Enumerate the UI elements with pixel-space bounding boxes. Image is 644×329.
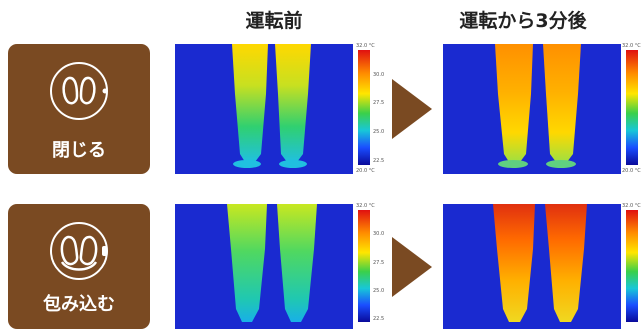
- scale-tick: 32.0 °C: [622, 203, 641, 209]
- scale-tick: 27.5: [373, 100, 385, 106]
- thermal-image-close-before: [175, 44, 353, 174]
- scale-tick: 20.0 °C: [356, 168, 375, 174]
- mode-card-wrap: 包み込む: [8, 204, 150, 329]
- mode-card-close: 閉じる: [8, 44, 150, 174]
- temperature-scale: [358, 50, 370, 165]
- scale-tick: 30.0: [373, 231, 385, 237]
- scale-tick: 27.5: [373, 260, 385, 266]
- scale-tick: 25.0: [373, 288, 385, 294]
- scale-tick: 32.0 °C: [356, 43, 375, 49]
- mode-label-wrap: 包み込む: [43, 294, 115, 315]
- temperature-scale: [626, 210, 638, 322]
- scale-tick: 22.5: [373, 158, 385, 164]
- scale-tick: 22.5: [373, 316, 385, 322]
- column-header-after: 運転から3分後: [459, 10, 587, 32]
- thermal-image-wrap-after: [443, 204, 621, 329]
- scale-tick: 32.0 °C: [356, 203, 375, 209]
- mode-label-close: 閉じる: [52, 140, 106, 161]
- thermal-image-close-after: [443, 44, 621, 174]
- scale-tick: 30.0: [373, 72, 385, 78]
- scale-tick: 20.0 °C: [622, 168, 641, 174]
- column-header-before: 運転前: [245, 10, 303, 32]
- arrow-right-icon: [392, 79, 432, 139]
- temperature-scale: [626, 50, 638, 165]
- scale-tick: 25.0: [373, 129, 385, 135]
- scale-tick: 32.0 °C: [622, 43, 641, 49]
- temperature-scale: [358, 210, 370, 322]
- arrow-right-icon: [392, 237, 432, 297]
- closed-legs-icon: [50, 62, 108, 120]
- thermal-image-wrap-before: [175, 204, 353, 329]
- wrapping-legs-icon: [50, 222, 108, 280]
